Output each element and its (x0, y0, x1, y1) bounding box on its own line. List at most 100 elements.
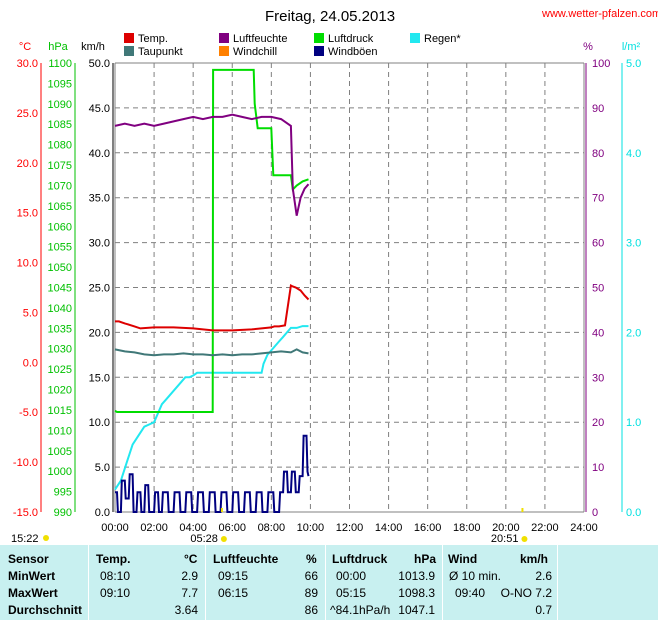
x-tick-label: 04:00 (179, 522, 207, 534)
y-tick-label: 10 (592, 462, 604, 474)
legend-swatch (314, 46, 324, 56)
header-wind-unit: km/h (520, 552, 549, 566)
chart-grid (114, 62, 585, 513)
row-min-label: MinWert (8, 569, 56, 583)
y-tick-label: 5.0 (626, 58, 641, 70)
row-min-wind-val: 2.6 (535, 569, 552, 583)
y-tick-label: 1095 (48, 78, 72, 90)
y-tick-label: 15.0 (17, 208, 38, 220)
y-tick-label: 1005 (48, 446, 72, 458)
row-max-label: MaxWert (8, 586, 58, 600)
legend-label: Windchill (233, 46, 277, 58)
y-tick-label: 1085 (48, 119, 72, 131)
series-line-luftdruck (114, 68, 309, 413)
chart-title: Freitag, 24.05.2013 (265, 8, 395, 25)
y-tick-label: 20.0 (17, 158, 38, 170)
series-line-taupunkt (114, 348, 309, 357)
header-pressure: Luftdruck (332, 552, 388, 566)
y-tick-label: 80 (592, 148, 604, 160)
y-tick-label: 30.0 (17, 58, 38, 70)
corner-time-label: 15:22 (11, 533, 39, 545)
y-tick-label: 25.0 (89, 283, 110, 295)
y-tick-label: 70 (592, 193, 604, 205)
header-humidity: Luftfeuchte (213, 552, 279, 566)
header-temp-unit: °C (184, 552, 198, 566)
legend-swatch (124, 46, 134, 56)
y-tick-label: 50.0 (89, 58, 110, 70)
series-line-regen (114, 325, 309, 491)
legend-label: Taupunkt (138, 46, 183, 58)
row-min-temp-val: 2.9 (181, 569, 198, 583)
y-tick-label: 20 (592, 417, 604, 429)
y-tick-label: 5.0 (23, 307, 38, 319)
x-tick-label: 12:00 (336, 522, 364, 534)
header-wind: Wind (448, 552, 478, 566)
y-axis-unit: km/h (81, 41, 105, 53)
row-avg-wind-val: 0.7 (535, 603, 552, 617)
x-tick-label: 24:00 (570, 522, 598, 534)
site-link[interactable]: www.wetter-pfalzen.com (541, 8, 658, 20)
row-min-hum-time: 09:15 (218, 569, 249, 583)
y-tick-label: 0.0 (626, 507, 641, 519)
legend-swatch (124, 33, 134, 43)
y-tick-label: 30 (592, 372, 604, 384)
stats-table: Sensor Temp. °C Luftfeuchte % Luftdruck … (0, 545, 658, 620)
y-tick-label: 4.0 (626, 148, 641, 160)
series-line-luftfeuchte (114, 113, 310, 216)
y-tick-label: 45.0 (89, 103, 110, 115)
y-axis-unit: hPa (48, 41, 68, 53)
header-sensor: Sensor (8, 552, 49, 566)
row-avg-temp-val: 3.64 (174, 603, 198, 617)
x-tick-label: 00:00 (101, 522, 129, 534)
weather-chart: Freitag, 24.05.2013 www.wetter-pfalzen.c… (11, 8, 658, 545)
row-max-wind-time: 09:40 (455, 586, 486, 600)
sunrise-label: 05:28 (190, 533, 218, 545)
row-max-temp-time: 09:10 (100, 586, 131, 600)
row-min-press-val: 1013.9 (398, 569, 435, 583)
legend-swatch (219, 46, 229, 56)
y-tick-label: 1090 (48, 99, 72, 111)
y-tick-label: -10.0 (13, 457, 38, 469)
y-tick-label: 1050 (48, 262, 72, 274)
y-tick-label: 1100 (48, 58, 72, 70)
legend-label: Regen* (424, 33, 461, 45)
y-tick-label: 40 (592, 327, 604, 339)
x-axis: 00:00 02:00 04:00 06:00 08:00 10:00 12:00 14:00… (11, 508, 598, 545)
chart-axes: °C 30.0 25.0 20.0 15.0 10.0 5.0 0.0 -5.0 -10.0 -15… (13, 41, 641, 519)
y-tick-label: 1035 (48, 323, 72, 335)
legend-swatch (314, 33, 324, 43)
y-tick-label: 1000 (48, 466, 72, 478)
series-line-temp (115, 283, 310, 332)
y-tick-label: 1040 (48, 303, 72, 315)
legend-label: Luftfeuchte (233, 33, 287, 45)
legend-label: Luftdruck (328, 33, 374, 45)
row-max-wind-val: O-NO 7.2 (500, 586, 552, 600)
x-tick-label: 06:00 (218, 522, 246, 534)
sunrise-icon (220, 536, 227, 542)
y-tick-label: -15.0 (13, 507, 38, 519)
legend-swatch (410, 33, 420, 43)
y-tick-label: 25.0 (17, 108, 38, 120)
x-tick-label: 08:00 (258, 522, 286, 534)
y-tick-label: 5.0 (95, 462, 110, 474)
row-max-hum-val: 89 (304, 586, 318, 600)
y-tick-label: 3.0 (626, 238, 641, 250)
y-tick-label: 1070 (48, 180, 72, 192)
y-tick-label: 1060 (48, 221, 72, 233)
y-tick-label: 100 (592, 58, 610, 70)
row-max-press-val: 1098.3 (398, 586, 435, 600)
y-tick-label: -5.0 (19, 407, 38, 419)
y-tick-label: 1065 (48, 201, 72, 213)
x-tick-label: 10:00 (297, 522, 325, 534)
sunset-label: 20:51 (491, 533, 519, 545)
y-tick-label: 1030 (48, 344, 72, 356)
y-tick-label: 1010 (48, 425, 72, 437)
y-tick-label: 90 (592, 103, 604, 115)
y-tick-label: 10.0 (89, 417, 110, 429)
y-tick-label: 50 (592, 283, 604, 295)
sunset-icon (521, 536, 528, 542)
sun-icon (43, 535, 49, 541)
y-tick-label: 10.0 (17, 258, 38, 270)
y-tick-label: 1055 (48, 242, 72, 254)
